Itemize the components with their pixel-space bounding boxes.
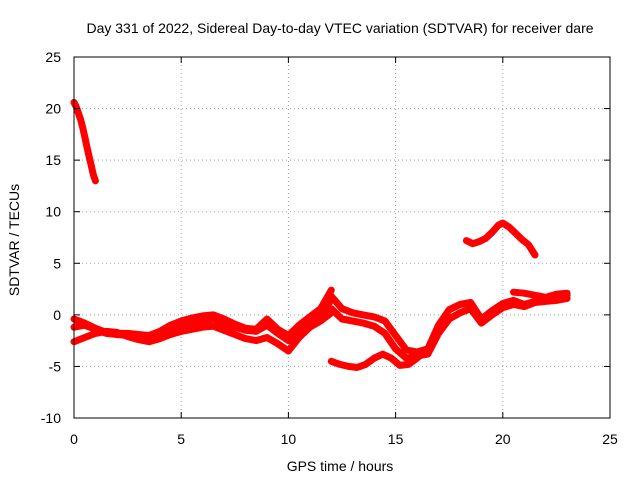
x-tick-label: 5 <box>177 431 185 447</box>
y-tick-label: 5 <box>53 255 61 271</box>
x-axis-label: GPS time / hours <box>287 458 394 474</box>
y-tick-label: 10 <box>45 204 61 220</box>
data-series <box>70 98 571 371</box>
series-4-line <box>70 286 335 339</box>
plot-frame <box>73 56 611 419</box>
y-tick-label: 0 <box>53 307 61 323</box>
y-tick-label: -10 <box>41 410 61 426</box>
series-6-line <box>327 294 571 362</box>
x-tick-label: 10 <box>281 431 297 447</box>
y-tick-label: -5 <box>49 358 62 374</box>
axes: 0 5 10 15 20 25 -10 -5 0 5 10 15 20 25 <box>41 49 618 447</box>
series-8-line <box>327 348 427 371</box>
x-tick-label: 0 <box>70 431 78 447</box>
x-tick-label: 25 <box>602 431 618 447</box>
x-tick-label: 20 <box>495 431 511 447</box>
y-tick-label: 25 <box>45 49 61 65</box>
series-7-line <box>510 288 571 301</box>
y-axis-label: SDTVAR / TECUs <box>6 184 22 296</box>
chart-title: Day 331 of 2022, Sidereal Day-to-day VTE… <box>86 20 593 36</box>
y-tick-label: 15 <box>45 152 61 168</box>
x-tick-label: 15 <box>388 431 404 447</box>
y-tick-label: 20 <box>45 101 61 117</box>
series-1-line <box>70 98 99 185</box>
series-9-line <box>462 219 539 259</box>
